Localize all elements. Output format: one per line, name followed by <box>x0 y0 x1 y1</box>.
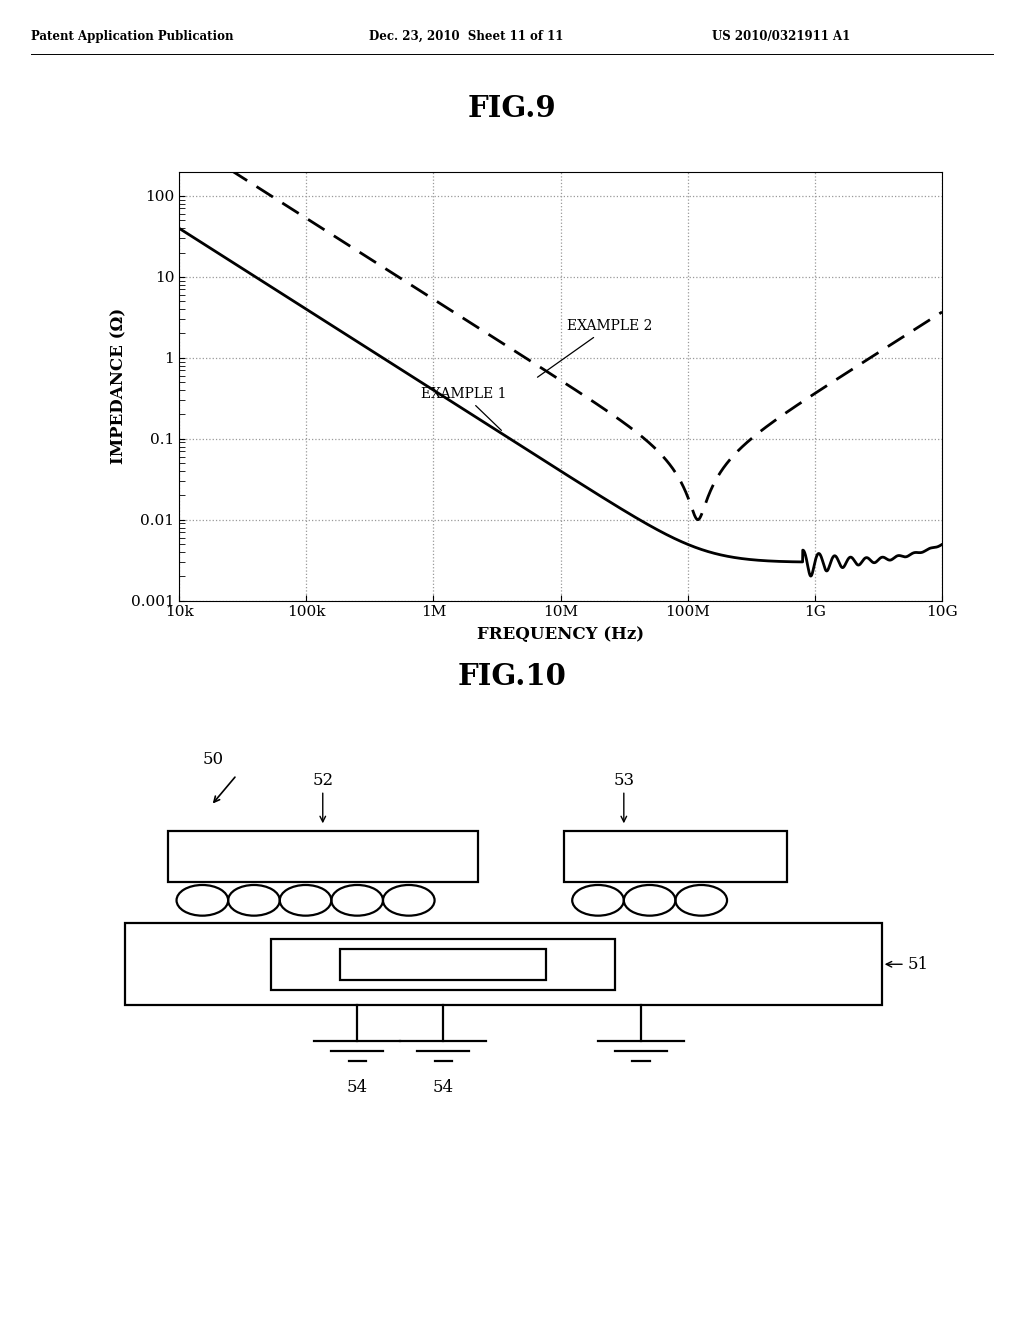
Bar <box>168 832 477 883</box>
Bar <box>340 949 547 979</box>
Text: 52: 52 <box>312 772 334 788</box>
Text: 54: 54 <box>432 1078 454 1096</box>
Text: EXAMPLE 1: EXAMPLE 1 <box>421 387 506 430</box>
Text: 51: 51 <box>886 956 929 973</box>
Text: FIG.10: FIG.10 <box>458 663 566 690</box>
X-axis label: FREQUENCY (Hz): FREQUENCY (Hz) <box>477 627 644 643</box>
Bar <box>271 939 615 990</box>
Y-axis label: IMPEDANCE (Ω): IMPEDANCE (Ω) <box>111 308 128 465</box>
Text: 50: 50 <box>203 751 223 768</box>
Text: US 2010/0321911 A1: US 2010/0321911 A1 <box>712 29 850 42</box>
Text: 53: 53 <box>613 772 635 788</box>
Text: 54: 54 <box>346 1078 368 1096</box>
Bar <box>563 832 787 883</box>
Bar <box>125 924 882 1006</box>
Text: EXAMPLE 2: EXAMPLE 2 <box>538 319 652 378</box>
Text: Dec. 23, 2010  Sheet 11 of 11: Dec. 23, 2010 Sheet 11 of 11 <box>369 29 563 42</box>
Text: Patent Application Publication: Patent Application Publication <box>31 29 233 42</box>
Text: FIG.9: FIG.9 <box>468 95 556 123</box>
